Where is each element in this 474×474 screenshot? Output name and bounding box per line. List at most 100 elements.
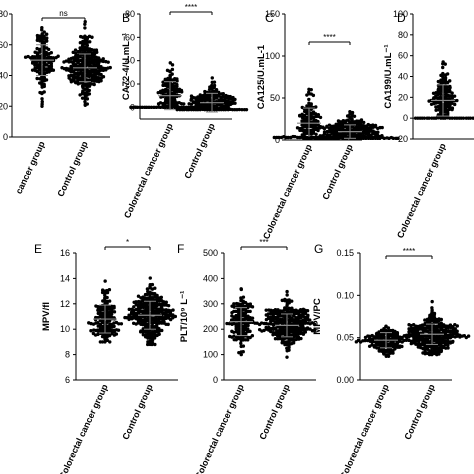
- data-point: [278, 310, 282, 315]
- data-point: [232, 302, 236, 306]
- data-point: [225, 321, 229, 326]
- y-tick-label: 300: [203, 299, 218, 309]
- y-axis-label: CA199/U.mL⁻¹: [383, 44, 394, 108]
- data-point: [311, 116, 316, 121]
- data-point: [199, 103, 203, 107]
- data-point: [364, 135, 368, 139]
- data-point: [175, 107, 179, 112]
- data-point: [302, 136, 306, 141]
- data-point: [382, 352, 386, 356]
- data-point: [334, 122, 338, 126]
- data-point: [161, 80, 165, 84]
- y-tick-label: 6: [65, 375, 70, 385]
- data-point: [107, 299, 112, 303]
- data-point: [230, 314, 234, 318]
- y-tick-label: 80: [0, 9, 8, 19]
- data-point: [221, 91, 225, 96]
- y-axis-label: MPV/fl: [41, 302, 52, 331]
- data-point: [71, 73, 76, 78]
- data-point: [439, 336, 443, 340]
- data-point: [271, 323, 276, 327]
- data-point: [241, 324, 245, 329]
- data-point: [44, 32, 49, 36]
- panel-label: C: [265, 11, 274, 25]
- data-point: [189, 107, 194, 112]
- data-point: [301, 332, 306, 336]
- data-point: [90, 70, 94, 74]
- data-point: [337, 121, 341, 126]
- y-tick-label: 60: [0, 40, 8, 50]
- data-point: [131, 321, 136, 326]
- data-point: [370, 333, 374, 338]
- data-point: [163, 87, 168, 92]
- data-point: [386, 326, 391, 330]
- data-point: [386, 354, 391, 358]
- data-point: [170, 105, 174, 110]
- data-point: [149, 105, 154, 110]
- data-point: [395, 341, 400, 345]
- data-point: [452, 94, 457, 98]
- data-point: [153, 342, 157, 347]
- data-point: [450, 324, 455, 329]
- data-point: [159, 305, 164, 310]
- data-point: [391, 340, 395, 345]
- data-point: [404, 338, 409, 342]
- data-point: [341, 124, 345, 128]
- data-point: [212, 89, 216, 93]
- data-point: [105, 326, 109, 330]
- data-point: [374, 332, 379, 336]
- y-axis-label: MPV/PC: [312, 298, 323, 335]
- data-point: [343, 134, 348, 138]
- data-point: [136, 299, 141, 304]
- data-point: [239, 341, 243, 346]
- data-point: [314, 132, 318, 136]
- data-point: [391, 351, 395, 355]
- data-point: [172, 103, 177, 107]
- data-point: [92, 328, 96, 332]
- data-point: [299, 319, 303, 324]
- y-tick-label: 400: [203, 273, 218, 283]
- data-point: [94, 69, 99, 74]
- data-point: [33, 66, 37, 71]
- y-tick-label: 0.10: [336, 290, 354, 300]
- data-point: [139, 296, 143, 300]
- data-point: [152, 320, 157, 325]
- data-point: [150, 282, 155, 287]
- data-point: [127, 313, 131, 317]
- data-point: [438, 92, 443, 97]
- data-point: [299, 336, 303, 341]
- data-point: [455, 98, 459, 103]
- data-point: [287, 318, 291, 322]
- y-tick-label: 150: [265, 9, 280, 19]
- data-point: [80, 91, 85, 95]
- data-point: [56, 54, 60, 58]
- data-point: [42, 82, 46, 87]
- data-point: [40, 26, 44, 30]
- data-point: [305, 104, 309, 108]
- data-point: [42, 71, 46, 75]
- data-point: [427, 315, 432, 320]
- panel-label: E: [34, 242, 42, 256]
- data-point: [132, 300, 136, 304]
- data-point: [283, 317, 287, 322]
- data-point: [348, 109, 352, 114]
- data-point: [295, 135, 300, 140]
- data-point: [448, 84, 452, 89]
- data-point: [283, 306, 287, 310]
- data-point: [69, 80, 74, 84]
- data-point: [311, 129, 316, 134]
- data-point: [305, 315, 310, 319]
- data-point: [332, 126, 336, 130]
- y-tick-label: 0: [275, 135, 280, 145]
- data-point: [391, 328, 395, 333]
- data-point: [455, 324, 459, 328]
- data-point: [155, 323, 159, 327]
- data-point: [60, 66, 64, 70]
- data-point: [37, 71, 42, 76]
- data-point: [171, 316, 175, 320]
- panel-label: F: [177, 242, 184, 256]
- data-point: [257, 322, 262, 327]
- data-point: [291, 318, 296, 322]
- data-point: [245, 302, 250, 307]
